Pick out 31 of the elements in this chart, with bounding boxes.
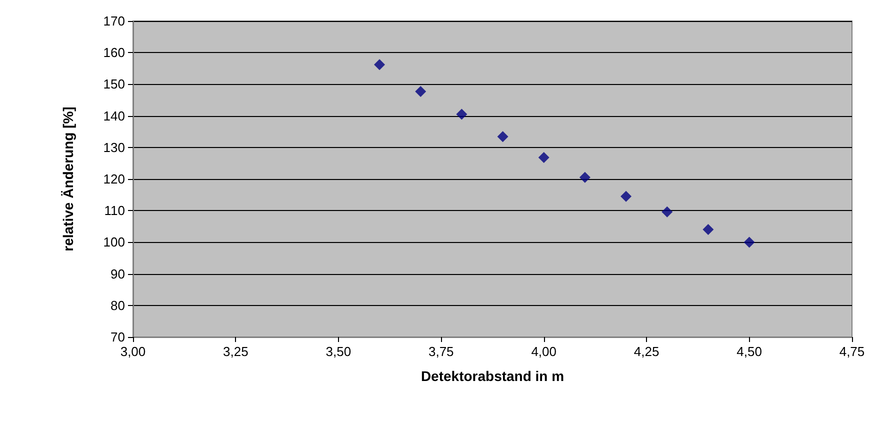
x-tick-label: 4,50	[736, 344, 762, 359]
point	[579, 172, 590, 183]
y-tick-label: 70	[110, 330, 125, 344]
x-axis-title: Detektorabstand in m	[420, 368, 564, 384]
x-tick-label: 3,50	[326, 344, 352, 359]
point	[702, 224, 714, 236]
y-tick-label: 140	[103, 108, 125, 124]
point	[415, 86, 426, 97]
x-tick-label: 4,25	[634, 344, 660, 359]
point	[620, 190, 632, 202]
y-tick-label: 120	[103, 172, 125, 186]
y-tick-label: 130	[103, 140, 125, 155]
x-tick-label: 3,75	[428, 344, 454, 359]
y-tick-label: 150	[103, 76, 125, 92]
point	[538, 152, 550, 164]
x-tick-label: 4,00	[531, 344, 557, 359]
y-tick-label: 110	[104, 203, 125, 218]
point	[744, 236, 755, 248]
point	[374, 59, 386, 70]
x-tick-label: 3,00	[120, 344, 146, 359]
point	[662, 206, 673, 218]
y-tick-label: 90	[110, 266, 125, 282]
y-tick-label: 80	[110, 298, 125, 313]
point	[497, 131, 508, 142]
x-tick-label: 3,25	[223, 344, 248, 359]
y-tick-label: 160	[103, 45, 125, 60]
y-tick-label: 170	[103, 14, 125, 28]
x-tick-label: 4,75	[839, 344, 865, 359]
y-tick-label: 100	[103, 234, 125, 250]
point	[456, 108, 468, 120]
y-axis-title: relative Änderung [%]	[60, 106, 76, 252]
